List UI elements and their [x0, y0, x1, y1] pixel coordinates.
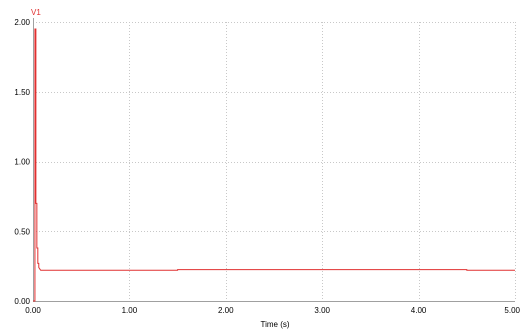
x-tick-label: 2.00 — [218, 306, 234, 315]
grid — [33, 22, 516, 301]
x-axis-title: Time (s) — [260, 320, 289, 329]
x-tick-label: 5.00 — [504, 306, 520, 315]
x-tick-label: 0.00 — [25, 306, 41, 315]
y-tick-label: 0.50 — [14, 227, 30, 236]
y-tick-label: 2.00 — [14, 18, 30, 27]
axes — [33, 18, 515, 302]
y-tick-label: 1.50 — [14, 88, 30, 97]
y-tick-label: 0.00 — [14, 297, 30, 306]
series-layer — [33, 28, 515, 302]
x-tick-label: 1.00 — [122, 306, 138, 315]
x-tick-label: 4.00 — [411, 306, 427, 315]
tick-labels: 0.00 0.50 1.00 1.50 2.00 0.00 1.00 2.00 3.00 4.00… — [14, 18, 520, 315]
y-tick-label: 1.00 — [14, 158, 30, 167]
x-tick-label: 3.00 — [314, 306, 330, 315]
series-label-v1: V1 — [31, 8, 41, 17]
series-line-v1 — [33, 28, 515, 302]
